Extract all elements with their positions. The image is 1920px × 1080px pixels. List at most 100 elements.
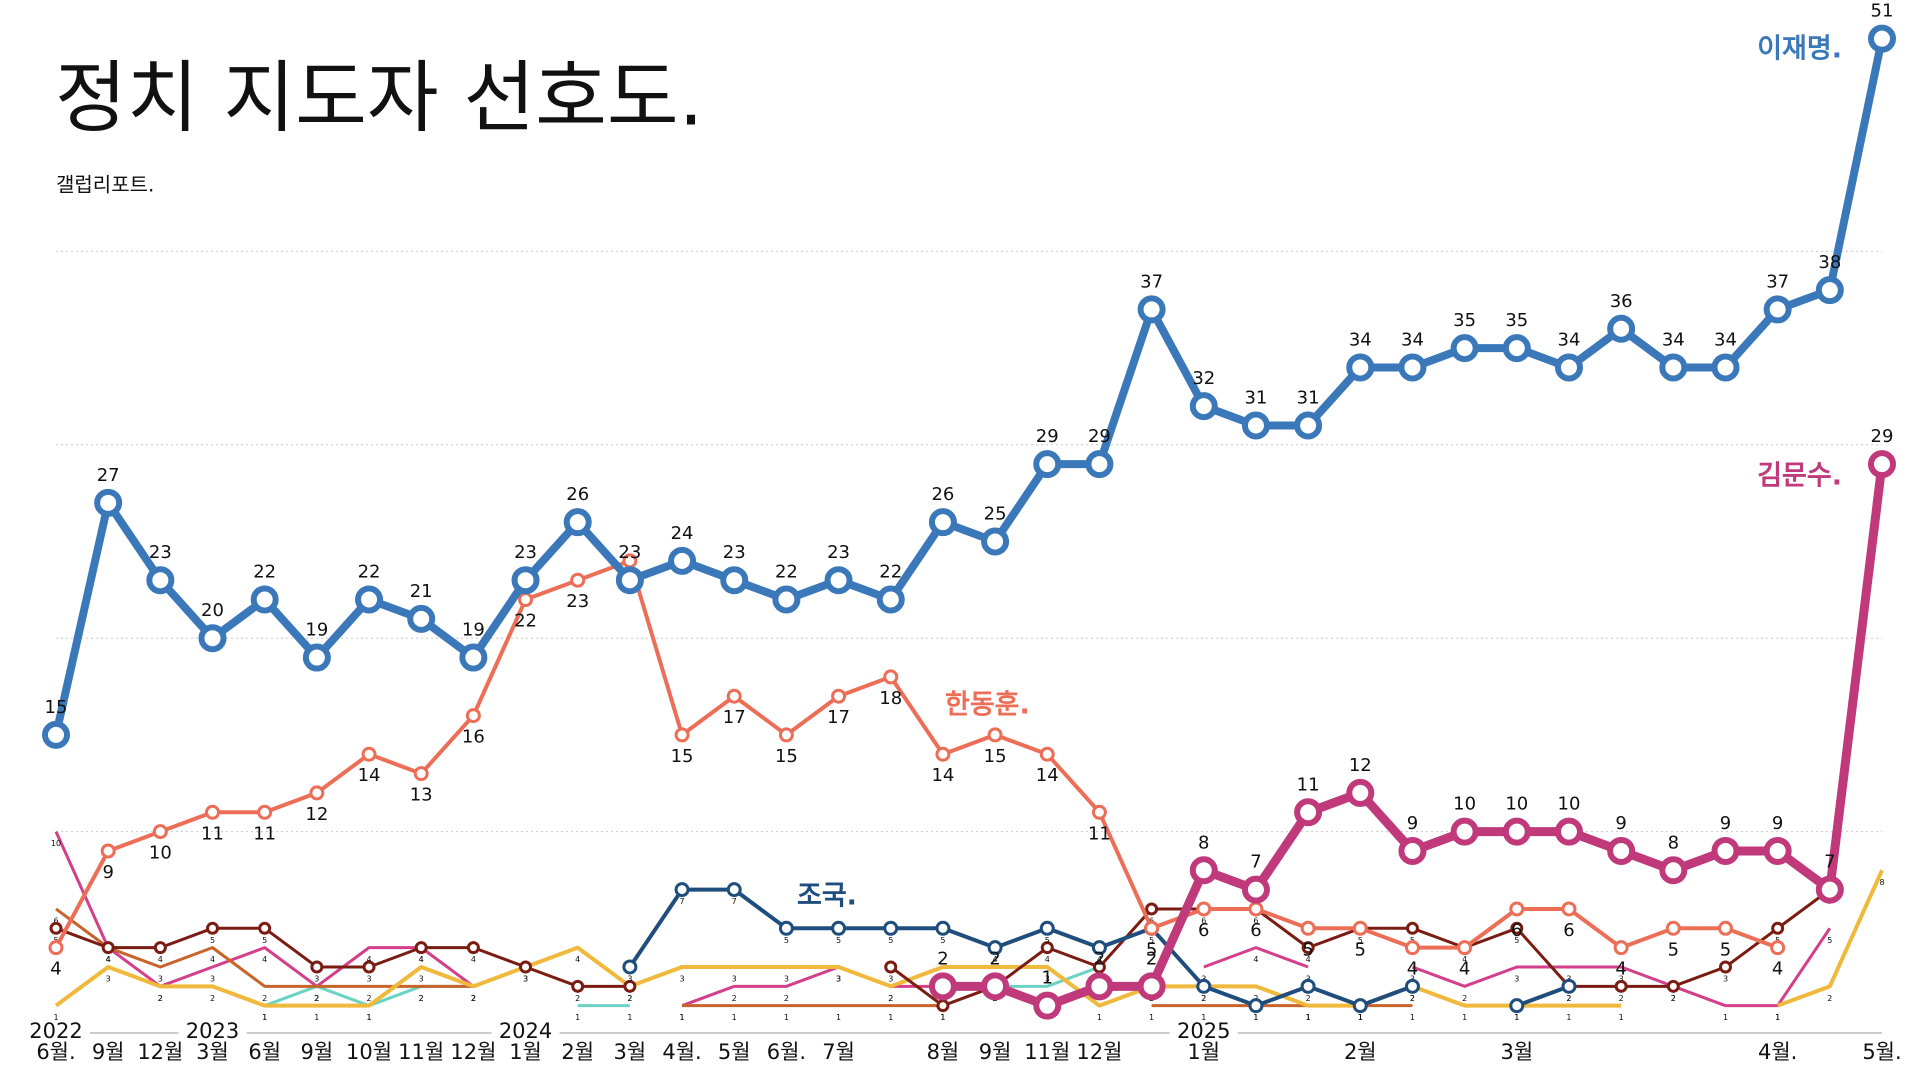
data-label: 2 (784, 994, 789, 1003)
data-label: 4 (1045, 955, 1050, 964)
data-label: 2 (314, 994, 319, 1003)
x-tick-label: 12월 (450, 1040, 496, 1064)
data-label: 2 (1201, 994, 1206, 1003)
point (571, 979, 585, 993)
data-label: 10 (1558, 794, 1581, 815)
point (1189, 856, 1218, 885)
data-label: 1 (1358, 1013, 1363, 1022)
data-label: 1 (1358, 1013, 1363, 1022)
data-label: 36 (1610, 291, 1633, 312)
x-tick-label: 5월 (718, 1040, 751, 1064)
point (302, 643, 331, 672)
point (1711, 836, 1740, 865)
point (414, 941, 428, 955)
series-line (1516, 984, 1570, 1008)
data-label: 22 (775, 562, 798, 583)
data-label: 2 (419, 994, 424, 1003)
point (518, 592, 534, 608)
point (1613, 940, 1629, 956)
point (622, 959, 638, 975)
point (1868, 24, 1896, 53)
point (1450, 817, 1479, 846)
data-label: 1 (732, 1013, 737, 1022)
x-tick-label: 6월. (36, 1040, 75, 1064)
x-tick-label: 3월 (196, 1040, 229, 1064)
data-label: 9 (1407, 813, 1418, 834)
point (1404, 940, 1420, 956)
point (623, 979, 637, 993)
data-label: 5 (1827, 936, 1832, 945)
point (1561, 978, 1577, 994)
point (1614, 979, 1628, 993)
point (884, 960, 898, 974)
x-tick-label: 9월 (979, 1040, 1012, 1064)
data-label: 2 (1410, 994, 1415, 1003)
point (1763, 836, 1792, 865)
data-label: 31 (1297, 387, 1320, 408)
point (1241, 875, 1270, 904)
point (407, 604, 436, 633)
series-line (628, 887, 1414, 1008)
data-label: 4 (158, 955, 163, 964)
data-label: 1 (1514, 1013, 1519, 1022)
data-label: 2 (210, 994, 215, 1003)
data-label: 29 (1871, 426, 1894, 447)
data-label: 6 (53, 916, 58, 925)
x-tick-label: 8월 (927, 1040, 960, 1064)
data-label: 14 (358, 765, 381, 786)
point (258, 921, 272, 935)
data-label: 3 (732, 974, 737, 983)
point (1405, 921, 1419, 935)
year-label: 2023 (186, 1019, 239, 1043)
data-label: 13 (410, 785, 433, 806)
data-label: 6 (1563, 920, 1574, 941)
point (876, 585, 905, 614)
data-label: 1 (1149, 1013, 1154, 1022)
data-label: 29 (1036, 426, 1059, 447)
data-label: 5 (1146, 939, 1157, 960)
point (1196, 901, 1212, 917)
x-tick-label: 9월 (301, 1040, 334, 1064)
data-label: 29 (1088, 426, 1111, 447)
data-label: 1 (53, 1013, 58, 1022)
point (48, 940, 64, 956)
data-label: 3 (1045, 974, 1050, 983)
data-label: 2 (937, 948, 948, 969)
point (1815, 875, 1844, 904)
point (42, 720, 70, 749)
data-label: 4 (1253, 955, 1258, 964)
point (1085, 450, 1114, 479)
data-label: 4 (50, 959, 61, 980)
data-label: 9 (1720, 813, 1731, 834)
data-label: 35 (1453, 310, 1476, 331)
point (935, 746, 951, 762)
data-label: 23 (566, 591, 589, 612)
point (674, 882, 690, 898)
point (1248, 998, 1264, 1014)
data-label: 4 (1306, 955, 1311, 964)
data-label: 5 (1045, 936, 1050, 945)
data-label: 15 (984, 746, 1007, 767)
point (361, 746, 377, 762)
data-label: 14 (1036, 765, 1059, 786)
x-tick-label: 11월 (1024, 1040, 1070, 1064)
point (250, 585, 279, 614)
point (772, 585, 801, 614)
data-label: 10 (1505, 794, 1528, 815)
data-label: 2 (627, 994, 632, 1003)
data-label: 15 (45, 697, 68, 718)
data-label: 1 (1306, 1013, 1311, 1022)
data-label: 1 (366, 1013, 371, 1022)
series: 4910111112141316222324151715171814151411… (48, 553, 1786, 980)
data-label: 1 (940, 1013, 945, 1022)
data-label: 27 (97, 465, 120, 486)
series-name: 이재명. (1757, 34, 1842, 65)
data-label: 3 (1514, 974, 1519, 983)
data-label: 1 (1566, 1013, 1571, 1022)
data-label: 3 (680, 974, 685, 983)
x-tick-label: 3월 (614, 1040, 647, 1064)
point (1717, 920, 1733, 936)
data-label: 9 (1615, 813, 1626, 834)
point (49, 921, 63, 935)
